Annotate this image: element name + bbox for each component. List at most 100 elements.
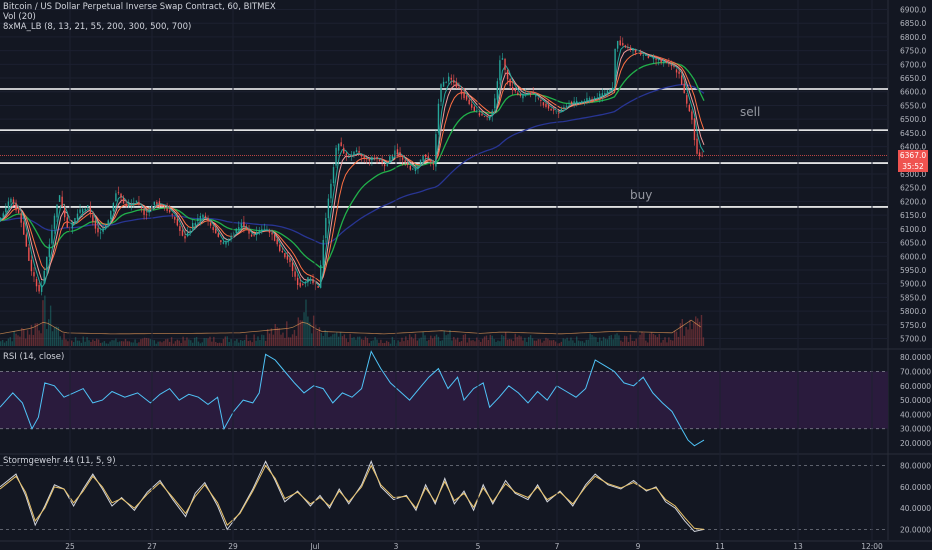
price-tick-label: 5850.0: [900, 293, 926, 302]
volume-bar: [205, 338, 207, 346]
candle-body: [450, 77, 452, 80]
time-tick-label: 25: [65, 542, 75, 550]
candle-body: [58, 195, 61, 202]
volume-bar: [418, 338, 420, 346]
volume-bar: [26, 330, 29, 346]
candle-body: [243, 221, 245, 228]
volume-bar: [38, 330, 40, 346]
volume-bar: [266, 329, 269, 346]
volume-bar: [161, 342, 163, 346]
candle-body: [645, 54, 647, 56]
candle-body: [578, 102, 580, 104]
volume-bar: [577, 340, 580, 346]
candle-body: [199, 215, 202, 221]
volume-bar: [545, 337, 547, 346]
volume-bar: [71, 340, 73, 346]
candle-body: [373, 157, 376, 159]
volume-bar: [641, 331, 643, 346]
candle-body: [40, 285, 43, 292]
volume-bar: [0, 341, 2, 346]
candle-body: [340, 142, 342, 147]
candle-body: [266, 229, 268, 231]
candle-body: [197, 218, 199, 222]
volume-bar: [412, 338, 415, 346]
volume-bar: [420, 337, 422, 346]
volume-bar: [547, 338, 549, 346]
candle-body: [186, 232, 189, 237]
volume-bar: [245, 334, 248, 346]
volume-bar: [364, 336, 367, 346]
volume-bar: [57, 326, 59, 346]
candle-body: [384, 164, 386, 167]
candle-body: [593, 97, 596, 99]
volume-bar: [673, 330, 676, 346]
rsi-tick-label: 20.0000: [900, 439, 931, 448]
candle-body: [358, 150, 360, 153]
candle-body: [322, 239, 324, 266]
volume-bar: [512, 341, 515, 346]
volume-bar: [220, 343, 223, 346]
volume-bar: [101, 342, 104, 346]
volume-bar: [49, 305, 52, 346]
volume-bar: [424, 335, 426, 346]
candle-body: [673, 66, 675, 67]
volume-bar: [647, 342, 649, 346]
volume-bar: [666, 342, 668, 346]
volume-bar: [9, 337, 11, 346]
volume-bar: [117, 342, 119, 346]
volume-bar: [460, 341, 463, 346]
volume-bar: [648, 333, 651, 346]
candle-body: [453, 80, 455, 83]
volume-bar: [485, 335, 488, 346]
volume-bar: [476, 337, 478, 346]
candle-body: [74, 217, 76, 224]
volume-bar: [115, 338, 117, 346]
volume-bar: [428, 339, 430, 346]
volume-bar: [449, 330, 451, 346]
candle-body: [599, 93, 601, 97]
ma-indicator-label: 8xMA_LB (8, 13, 21, 55, 200, 300, 500, 7…: [3, 22, 192, 32]
candle-body: [10, 198, 12, 203]
candle-body: [156, 201, 158, 204]
candle-body: [140, 207, 143, 209]
volume-bar: [51, 331, 54, 346]
price-tick-label: 5800.0: [900, 307, 926, 316]
volume-bar: [685, 327, 687, 346]
candle-body: [529, 92, 532, 95]
candle-body: [412, 168, 414, 170]
candle-body: [609, 89, 611, 92]
volume-bar: [506, 339, 509, 346]
candle-body: [432, 163, 435, 165]
volume-bar: [695, 316, 697, 346]
volume-bar: [399, 341, 401, 346]
volume-bar: [410, 336, 413, 346]
volume-bar: [529, 335, 532, 346]
volume-bar: [585, 339, 587, 346]
volume-bar: [566, 337, 568, 346]
volume-bar: [679, 323, 682, 346]
volume-bar: [631, 340, 634, 346]
candle-body: [552, 109, 555, 111]
candle-body: [391, 155, 394, 160]
candle-body: [217, 233, 219, 237]
volume-bar: [72, 342, 75, 346]
candle-body: [499, 60, 501, 81]
volume-bar: [514, 333, 516, 346]
volume-bar: [99, 342, 102, 346]
volume-bar: [23, 328, 25, 346]
volume-bar: [535, 340, 538, 346]
candle-body: [71, 222, 74, 229]
volume-bar: [130, 342, 132, 346]
volume-bar: [24, 338, 27, 346]
volume-bar: [284, 337, 286, 346]
volume-bar: [61, 339, 63, 346]
volume-bar: [88, 340, 90, 346]
candle-body: [337, 143, 340, 151]
volume-bar: [78, 340, 81, 346]
candle-body: [435, 134, 437, 167]
candle-body: [97, 228, 99, 233]
rsi-indicator-label: RSI (14, close): [3, 352, 65, 362]
volume-bar: [543, 340, 545, 346]
time-tick-label: 5: [476, 542, 481, 550]
